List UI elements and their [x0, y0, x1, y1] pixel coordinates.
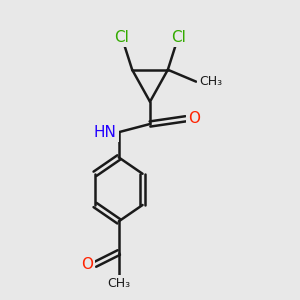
Text: CH₃: CH₃ [107, 277, 130, 290]
Text: Cl: Cl [171, 30, 186, 45]
Text: O: O [81, 257, 93, 272]
Text: O: O [188, 111, 200, 126]
Text: Cl: Cl [114, 30, 129, 45]
Text: HN: HN [94, 125, 117, 140]
Text: CH₃: CH₃ [199, 75, 222, 88]
